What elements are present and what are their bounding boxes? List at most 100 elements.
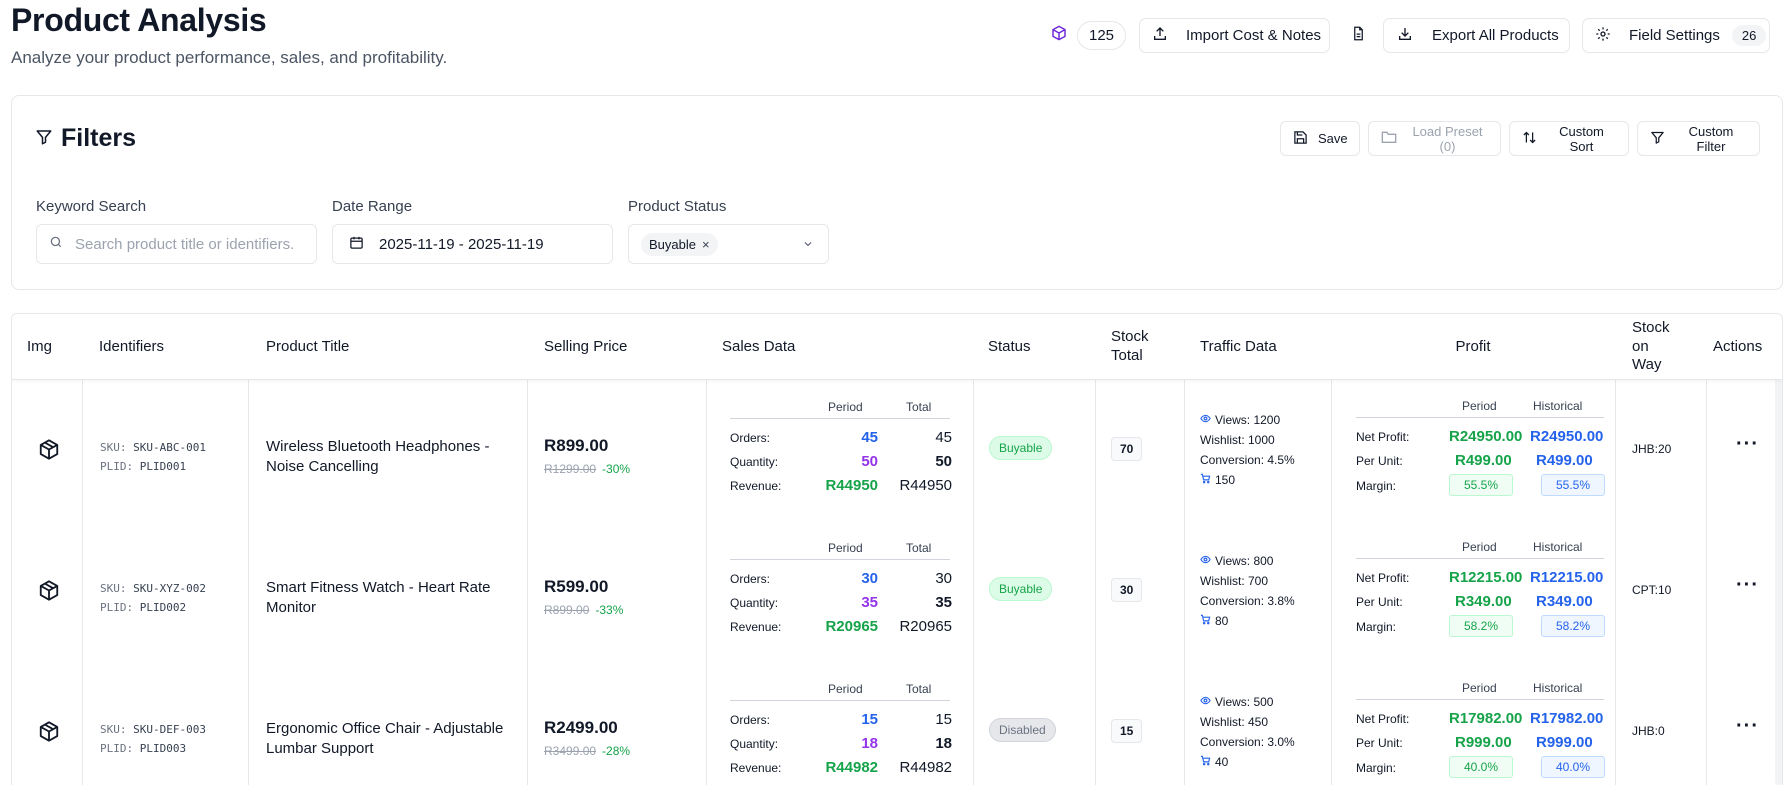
sku-label: SKU: [100,441,127,454]
wishlist: Wishlist: 700 [1200,574,1269,588]
download-icon [1397,26,1413,46]
cart-icon [1200,752,1215,772]
status-cell: Buyable [989,577,1053,601]
save-preset-button[interactable]: Save [1280,121,1360,156]
per-unit-historical: R499.00 [1536,452,1593,469]
period-header: Period [1462,540,1497,554]
net-profit-label: Net Profit: [1356,571,1410,585]
identifiers: SKU: SKU-ABC-001 PLID: PLID001 [100,438,206,476]
plid-value: PLID002 [139,601,187,614]
views: Views: 800 [1215,554,1274,568]
stock-total: 70 [1111,437,1143,461]
col-traffic-data: Traffic Data [1200,337,1277,355]
stock-on-way: JHB:0 [1632,724,1665,738]
plid-label: PLID: [100,460,134,473]
product-title[interactable]: Smart Fitness Watch - Heart Rate Monitor [266,579,491,616]
keyword-search-box[interactable] [36,224,317,264]
status-cell: Buyable [989,436,1053,460]
table-row[interactable]: SKU: SKU-DEF-003 PLID: PLID003 Ergonomic… [12,663,1782,785]
discount: -30% [602,462,631,476]
revenue-period: R44950 [825,477,878,494]
revenue-period: R44982 [825,759,878,776]
folder-icon [1381,130,1407,147]
orders-total: 45 [935,429,952,446]
import-cost-label: Import Cost & Notes [1186,27,1322,44]
gear-icon [1595,26,1611,46]
table-row[interactable]: SKU: SKU-XYZ-002 PLID: PLID002 Smart Fit… [12,522,1782,663]
net-profit-label: Net Profit: [1356,712,1410,726]
import-cost-button[interactable]: Import Cost & Notes [1139,18,1330,53]
status-badge: Disabled [989,718,1056,742]
keyword-search-label: Keyword Search [36,198,147,215]
col-img: Img [27,337,53,355]
load-preset-button[interactable]: Load Preset (0) [1368,121,1501,156]
orders-period: 15 [861,711,878,728]
conversion: Conversion: 3.8% [1200,594,1295,608]
traffic-data: Views: 500 Wishlist: 450 Conversion: 3.0… [1200,692,1295,772]
row-actions-menu[interactable]: ··· [1736,433,1759,455]
total-header: Total [906,400,932,414]
identifiers: SKU: SKU-XYZ-002 PLID: PLID002 [100,579,206,617]
stock-on-way: JHB:20 [1632,442,1672,456]
net-profit-period: R24950.00 [1449,428,1523,445]
field-settings-button[interactable]: Field Settings 26 [1582,18,1770,53]
row-actions-menu[interactable]: ··· [1736,574,1759,596]
profit-data: Period Historical Net Profit: Per Unit: … [1356,399,1605,499]
views: Views: 500 [1215,695,1274,709]
old-price: R1299.00 [544,462,597,476]
wishlist: Wishlist: 1000 [1200,433,1275,447]
per-unit-period: R999.00 [1455,734,1512,751]
historical-header: Historical [1533,399,1583,413]
search-icon [49,235,63,253]
stock-total-value: 30 [1111,578,1143,602]
file-button[interactable] [1340,18,1376,53]
table-scrollbar[interactable] [1775,336,1782,785]
traffic-data: Views: 1200 Wishlist: 1000 Conversion: 4… [1200,410,1295,490]
quantity-label: Quantity: [730,737,779,751]
page-subtitle: Analyze your product performance, sales,… [11,48,448,67]
net-profit-historical: R17982.00 [1530,710,1604,727]
custom-filter-label[interactable]: Custom Filter [1688,123,1734,154]
wishlist: Wishlist: 450 [1200,715,1269,729]
file-icon [1351,25,1366,46]
col-identifiers: Identifiers [99,337,165,355]
date-range-value: 2025-11-19 - 2025-11-19 [379,235,544,253]
sku-label: SKU: [100,723,127,736]
status-chip-label: Buyable [649,236,696,252]
total-header: Total [906,541,932,555]
row-actions-menu[interactable]: ··· [1736,715,1759,737]
selling-price: R2499.00 R3499.00 -28% [544,718,630,760]
sales-data: Period Total Orders: Quantity: Revenue: … [730,400,952,500]
export-products-label: Export All Products [1432,27,1559,44]
product-title[interactable]: Ergonomic Office Chair - Adjustable Lumb… [266,720,504,757]
product-image-icon [38,438,60,466]
chip-remove-icon[interactable]: × [701,236,710,252]
quantity-label: Quantity: [730,596,779,610]
orders-label: Orders: [730,572,771,586]
filter-icon [1650,130,1675,148]
sales-data: Period Total Orders: Quantity: Revenue: … [730,682,952,782]
field-settings-count: 26 [1731,25,1767,46]
sku-label: SKU: [100,582,127,595]
col-selling-price: Selling Price [544,337,628,355]
product-status-select[interactable]: Buyable × [628,224,829,264]
custom-sort-button[interactable]: Custom Sort [1509,121,1629,156]
export-products-button[interactable]: Export All Products [1383,18,1570,53]
quantity-period: 18 [861,735,878,752]
plid-value: PLID003 [139,742,187,755]
conversion: Conversion: 3.0% [1200,735,1295,749]
keyword-search-input[interactable] [75,235,295,253]
product-count: 125 [1051,20,1127,50]
custom-sort-label: Custom Sort [1559,123,1604,154]
funnel-icon [35,124,61,153]
orders-period: 30 [861,570,878,587]
product-title[interactable]: Wireless Bluetooth Headphones - Noise Ca… [266,438,490,475]
period-header: Period [828,400,863,414]
status-badge: Buyable [989,436,1053,460]
col-profit: Profit [1455,337,1491,355]
custom-filter-button[interactable]: Custom Filter [1637,121,1760,156]
revenue-label: Revenue: [730,479,782,493]
eye-icon [1200,692,1215,712]
table-row[interactable]: SKU: SKU-ABC-001 PLID: PLID001 Wireless … [12,381,1782,522]
date-range-picker[interactable]: 2025-11-19 - 2025-11-19 [332,224,613,264]
